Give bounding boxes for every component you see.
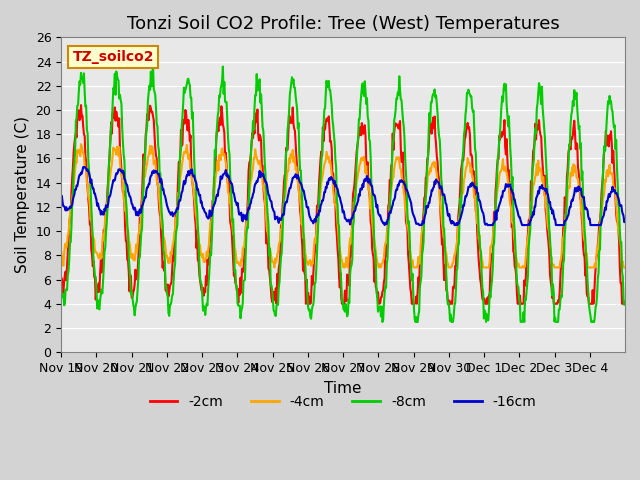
-2cm <box>621 301 629 307</box>
-8cm <box>124 222 131 228</box>
-8cm <box>435 124 442 130</box>
-16cm <box>403 187 410 192</box>
-8cm <box>277 254 285 260</box>
Line: -8cm: -8cm <box>61 66 625 322</box>
-16cm <box>381 222 388 228</box>
-16cm <box>621 216 629 222</box>
-4cm <box>271 264 278 270</box>
-8cm <box>58 284 65 289</box>
-16cm <box>58 193 65 199</box>
-4cm <box>403 214 410 219</box>
X-axis label: Time: Time <box>324 381 362 396</box>
Line: -2cm: -2cm <box>61 105 625 304</box>
-2cm <box>256 132 264 138</box>
Text: TZ_soilco2: TZ_soilco2 <box>72 50 154 64</box>
-8cm <box>228 200 236 205</box>
-2cm <box>58 292 65 298</box>
-8cm <box>621 299 629 305</box>
-4cm <box>77 141 85 147</box>
-16cm <box>277 217 285 223</box>
Y-axis label: Soil Temperature (C): Soil Temperature (C) <box>15 116 30 273</box>
-4cm <box>435 181 442 187</box>
-8cm <box>256 76 264 82</box>
-2cm <box>278 223 285 228</box>
Title: Tonzi Soil CO2 Profile: Tree (West) Temperatures: Tonzi Soil CO2 Profile: Tree (West) Temp… <box>127 15 559 33</box>
-4cm <box>621 264 629 270</box>
Line: -4cm: -4cm <box>61 144 625 267</box>
-4cm <box>58 248 65 254</box>
-16cm <box>81 164 88 170</box>
Legend: -2cm, -4cm, -8cm, -16cm: -2cm, -4cm, -8cm, -16cm <box>144 389 542 415</box>
-4cm <box>228 218 236 224</box>
-8cm <box>403 183 410 189</box>
-2cm <box>124 258 132 264</box>
-16cm <box>435 180 442 185</box>
-4cm <box>256 158 264 164</box>
-16cm <box>228 180 236 186</box>
-2cm <box>228 228 236 234</box>
-2cm <box>403 222 410 228</box>
Line: -16cm: -16cm <box>61 167 625 225</box>
-16cm <box>124 188 132 194</box>
-4cm <box>124 228 132 233</box>
-2cm <box>77 102 85 108</box>
-4cm <box>278 226 285 231</box>
-16cm <box>256 168 264 174</box>
-8cm <box>379 319 387 325</box>
-2cm <box>273 301 280 307</box>
-8cm <box>149 63 157 69</box>
-2cm <box>435 171 442 177</box>
